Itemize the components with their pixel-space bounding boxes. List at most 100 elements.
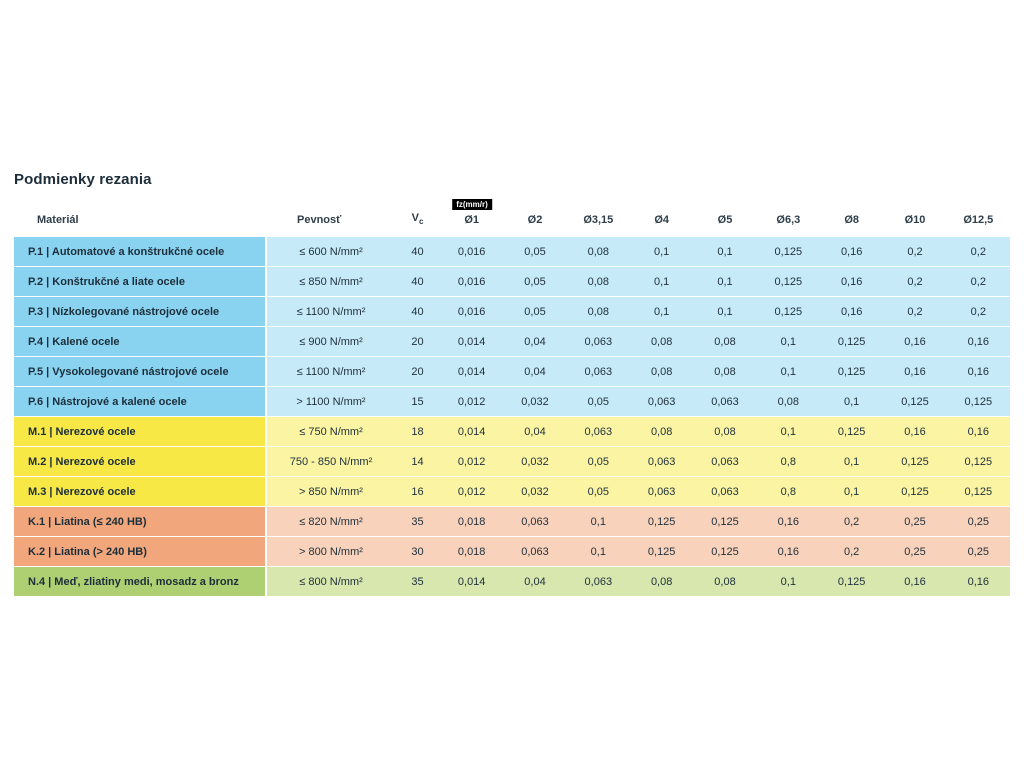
feed-value-cell: 0,014	[440, 357, 504, 386]
feed-value-cell: 0,125	[756, 237, 820, 266]
feed-value-cell: 0,16	[946, 357, 1010, 386]
feed-value-cell: 0,08	[629, 357, 694, 386]
feed-value-cell: 0,125	[819, 567, 884, 596]
feed-value-cell: 0,1	[819, 447, 884, 476]
feed-value-cell: 0,125	[819, 357, 884, 386]
feed-value-cell: 0,16	[883, 417, 947, 446]
feed-value-cell: 0,125	[883, 387, 947, 416]
material-cell: M.1 | Nerezové ocele	[14, 417, 267, 446]
feed-value-cell: 0,063	[503, 507, 567, 536]
feed-value-cell: 0,016	[440, 237, 504, 266]
table-row: N.4 | Meď, zliatiny medi, mosadz a bronz…	[14, 567, 1010, 596]
page-title: Podmienky rezania	[14, 171, 152, 188]
table-row: P.5 | Vysokolegované nástrojové ocele ≤ 1…	[14, 357, 1010, 386]
feed-value-cell: 0,16	[883, 357, 947, 386]
feed-value-cell: 0,1	[566, 507, 630, 536]
material-cell: P.5 | Vysokolegované nástrojové ocele	[14, 357, 267, 386]
feed-value-cell: 0,063	[629, 447, 694, 476]
header-diameter: Ø10	[904, 214, 926, 226]
feed-value-cell: 0,125	[819, 327, 884, 356]
table-row: M.3 | Nerezové ocele > 850 N/mm² 16 0,012 0,…	[14, 477, 1010, 506]
feed-value-cell: 0,16	[883, 327, 947, 356]
feed-value-cell: 0,125	[819, 417, 884, 446]
header-diameter: Ø4	[654, 214, 669, 226]
vc-cell: 35	[395, 567, 440, 596]
feed-value-cell: 0,08	[566, 267, 630, 296]
feed-value-cell: 0,018	[440, 537, 504, 566]
strength-cell: > 1100 N/mm²	[267, 387, 395, 416]
table-row: P.3 | Nízkolegované nástrojové ocele ≤ 11…	[14, 297, 1010, 326]
vc-cell: 20	[395, 327, 440, 356]
table-row: K.1 | Liatina (≤ 240 HB) ≤ 820 N/mm² 35 0,0…	[14, 507, 1010, 536]
feed-value-cell: 0,125	[629, 537, 694, 566]
vc-cell: 40	[395, 237, 440, 266]
feed-value-cell: 0,2	[946, 237, 1010, 266]
feed-value-cell: 0,032	[503, 477, 567, 506]
feed-value-cell: 0,16	[819, 237, 884, 266]
feed-value-cell: 0,05	[503, 237, 567, 266]
feed-value-cell: 0,16	[756, 537, 820, 566]
feed-value-cell: 0,063	[566, 567, 630, 596]
feed-value-cell: 0,014	[440, 417, 504, 446]
feed-value-cell: 0,125	[946, 387, 1010, 416]
table-row: P.2 | Konštrukčné a liate ocele ≤ 850 N/m…	[14, 267, 1010, 296]
feed-value-cell: 0,25	[883, 507, 947, 536]
feed-value-cell: 0,05	[566, 387, 630, 416]
feed-value-cell: 0,2	[946, 297, 1010, 326]
feed-value-cell: 0,2	[819, 537, 884, 566]
table-body: P.1 | Automatové a konštrukčné ocele ≤ 60…	[14, 237, 1010, 596]
feed-value-cell: 0,063	[629, 477, 694, 506]
feed-value-cell: 0,1	[693, 267, 757, 296]
feed-value-cell: 0,063	[566, 327, 630, 356]
vc-cell: 20	[395, 357, 440, 386]
feed-value-cell: 0,1	[819, 387, 884, 416]
material-cell: M.2 | Nerezové ocele	[14, 447, 267, 476]
material-cell: M.3 | Nerezové ocele	[14, 477, 267, 506]
vc-symbol: V	[411, 211, 419, 224]
feed-value-cell: 0,04	[503, 417, 567, 446]
feed-value-cell: 0,1	[566, 537, 630, 566]
feed-value-cell: 0,1	[756, 327, 820, 356]
feed-value-cell: 0,08	[566, 297, 630, 326]
feed-value-cell: 0,012	[440, 387, 504, 416]
table-row: P.6 | Nástrojové a kalené ocele > 1100 N/…	[14, 387, 1010, 416]
table-row: K.2 | Liatina (> 240 HB) > 800 N/mm² 30 0,0…	[14, 537, 1010, 566]
feed-value-cell: 0,1	[819, 477, 884, 506]
feed-value-cell: 0,063	[503, 537, 567, 566]
strength-cell: ≤ 850 N/mm²	[267, 267, 395, 296]
feed-value-cell: 0,04	[503, 357, 567, 386]
header-strength: Pevnosť	[297, 214, 342, 226]
vc-cell: 15	[395, 387, 440, 416]
feed-value-cell: 0,125	[693, 507, 757, 536]
feed-value-cell: 0,16	[883, 567, 947, 596]
feed-value-cell: 0,125	[946, 447, 1010, 476]
material-cell: P.6 | Nástrojové a kalené ocele	[14, 387, 267, 416]
material-cell: P.2 | Konštrukčné a liate ocele	[14, 267, 267, 296]
feed-value-cell: 0,018	[440, 507, 504, 536]
feed-value-cell: 0,1	[756, 567, 820, 596]
feed-value-cell: 0,16	[756, 507, 820, 536]
feed-value-cell: 0,25	[946, 537, 1010, 566]
feed-value-cell: 0,08	[566, 237, 630, 266]
feed-value-cell: 0,1	[629, 267, 694, 296]
strength-cell: > 800 N/mm²	[267, 537, 395, 566]
header-material: Materiál	[37, 214, 79, 226]
feed-value-cell: 0,04	[503, 567, 567, 596]
feed-value-cell: 0,08	[756, 387, 820, 416]
header-diameter: Ø2	[527, 214, 543, 226]
header-diameter: Ø6,3	[776, 214, 801, 226]
feed-value-cell: 0,2	[883, 237, 947, 266]
feed-value-cell: 0,04	[503, 327, 567, 356]
feed-value-cell: 0,125	[629, 507, 694, 536]
feed-value-cell: 0,08	[629, 417, 694, 446]
header-diameter: Ø1	[464, 214, 479, 226]
feed-value-cell: 0,16	[819, 267, 884, 296]
vc-cell: 30	[395, 537, 440, 566]
feed-value-cell: 0,08	[693, 417, 757, 446]
vc-cell: 35	[395, 507, 440, 536]
feed-value-cell: 0,1	[629, 297, 694, 326]
feed-value-cell: 0,063	[566, 357, 630, 386]
feed-value-cell: 0,05	[503, 297, 567, 326]
feed-value-cell: 0,125	[693, 537, 757, 566]
